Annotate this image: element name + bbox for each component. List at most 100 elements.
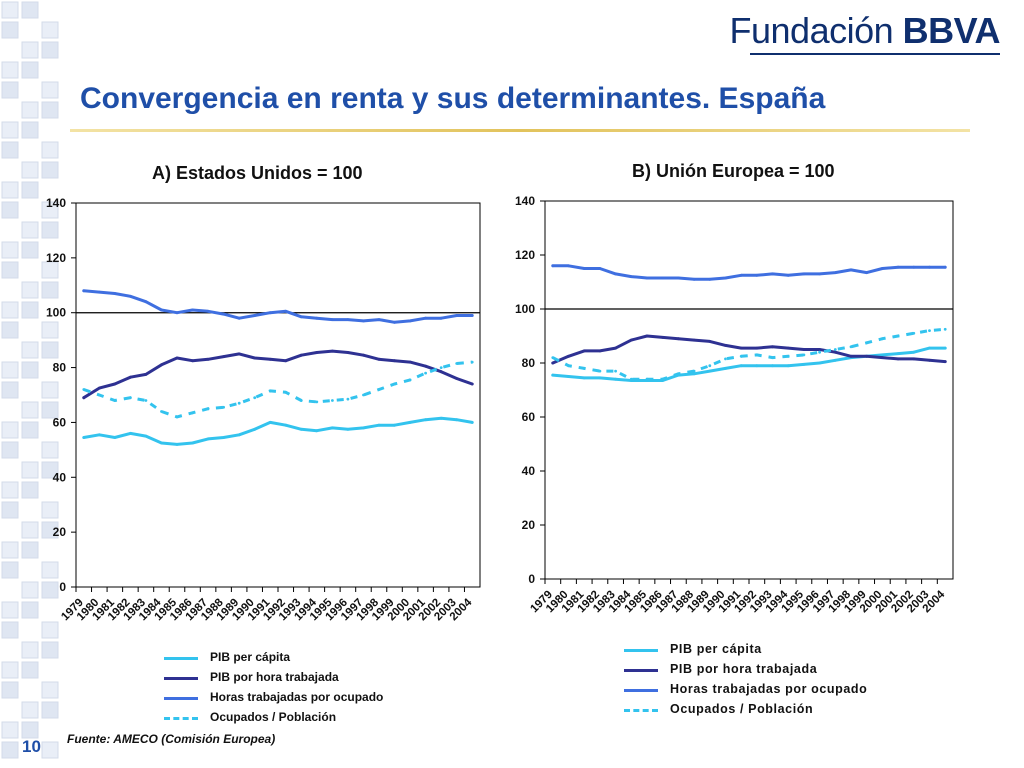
- data-point: [191, 308, 194, 312]
- deco-square: [1, 1, 19, 19]
- data-point: [912, 357, 916, 361]
- legend-label: PIB per cápita: [670, 642, 762, 656]
- data-point: [786, 273, 790, 277]
- data-point: [802, 353, 806, 357]
- data-point: [237, 433, 241, 437]
- data-point: [896, 334, 900, 338]
- data-point: [175, 311, 179, 315]
- data-point: [82, 289, 86, 293]
- data-point: [424, 364, 427, 368]
- data-point: [97, 433, 101, 437]
- data-point: [129, 375, 132, 379]
- data-point: [470, 421, 474, 424]
- data-point: [455, 362, 459, 365]
- deco-square: [41, 321, 59, 339]
- data-point: [160, 410, 163, 413]
- y-tick-label: 80: [53, 361, 67, 375]
- data-point: [315, 400, 319, 404]
- deco-square: [1, 241, 19, 259]
- legend-swatch: [624, 709, 658, 712]
- deco-square: [21, 641, 39, 659]
- data-point: [315, 316, 319, 320]
- data-point: [113, 292, 117, 295]
- deco-square: [21, 161, 39, 179]
- deco-square: [41, 501, 59, 519]
- data-point: [912, 331, 916, 335]
- data-point: [424, 371, 427, 375]
- data-point: [849, 268, 853, 272]
- data-point: [129, 396, 132, 400]
- data-point: [222, 405, 226, 409]
- deco-square: [1, 621, 19, 639]
- data-point: [191, 411, 194, 415]
- legend-label: Ocupados / Población: [210, 710, 337, 724]
- deco-square: [1, 541, 19, 559]
- data-point: [692, 338, 696, 342]
- data-point: [393, 359, 396, 363]
- chart-b-title: B) Unión Europea = 100: [632, 161, 835, 181]
- deco-square: [41, 281, 59, 299]
- legend-item-pib-por-hora: PIB por hora trabajada: [164, 668, 424, 688]
- series-line: [551, 264, 947, 281]
- deco-square: [1, 661, 19, 679]
- y-tick-label: 140: [515, 194, 535, 208]
- data-point: [881, 337, 884, 341]
- data-point: [408, 319, 412, 323]
- data-point: [408, 421, 412, 424]
- data-point: [268, 357, 272, 361]
- deco-square: [21, 301, 39, 319]
- data-point: [629, 338, 633, 342]
- deco-square: [21, 41, 39, 59]
- data-point: [551, 264, 555, 268]
- y-tick-label: 60: [53, 415, 67, 429]
- deco-square: [1, 261, 19, 279]
- y-tick-label: 100: [515, 302, 535, 316]
- data-point: [439, 370, 443, 374]
- data-point: [82, 436, 86, 439]
- data-point: [393, 320, 396, 324]
- data-point: [470, 314, 474, 317]
- data-point: [315, 429, 319, 433]
- data-point: [299, 353, 303, 357]
- decorative-grid-pattern: [1, 1, 59, 759]
- data-point: [802, 363, 806, 366]
- data-point: [786, 364, 790, 368]
- data-point: [253, 396, 257, 400]
- y-tick-label: 40: [522, 464, 536, 478]
- deco-square: [41, 681, 59, 699]
- legend-swatch: [164, 677, 198, 680]
- data-point: [849, 354, 853, 358]
- data-point: [129, 432, 132, 435]
- data-point: [943, 265, 947, 269]
- data-point: [896, 352, 900, 355]
- data-point: [802, 348, 806, 351]
- legend-swatch: [164, 657, 198, 660]
- y-tick-label: 20: [522, 518, 536, 532]
- data-point: [818, 350, 821, 354]
- legend-item-pib-per-capita: PIB per cápita: [624, 640, 924, 660]
- deco-square: [21, 701, 39, 719]
- data-point: [315, 351, 319, 354]
- data-point: [614, 377, 617, 381]
- data-point: [598, 267, 602, 270]
- series-line: [83, 360, 473, 419]
- data-point: [645, 276, 649, 280]
- data-point: [849, 345, 853, 349]
- deco-square: [41, 81, 59, 99]
- data-point: [191, 359, 194, 363]
- data-point: [724, 367, 727, 370]
- deco-square: [41, 581, 59, 599]
- data-point: [113, 382, 117, 386]
- deco-square: [41, 521, 59, 539]
- data-point: [692, 369, 696, 373]
- data-point: [724, 344, 727, 347]
- data-point: [661, 336, 665, 339]
- data-point: [346, 427, 350, 431]
- series-line: [82, 289, 474, 324]
- legend-item-horas-por-ocupado: Horas trabajadas por ocupado: [624, 680, 924, 700]
- logo-text-bold: BBVA: [902, 10, 1001, 51]
- deco-square: [21, 361, 39, 379]
- data-point: [82, 396, 86, 400]
- legend-item-pib-per-capita: PIB per cápita: [164, 648, 424, 668]
- data-point: [708, 277, 712, 281]
